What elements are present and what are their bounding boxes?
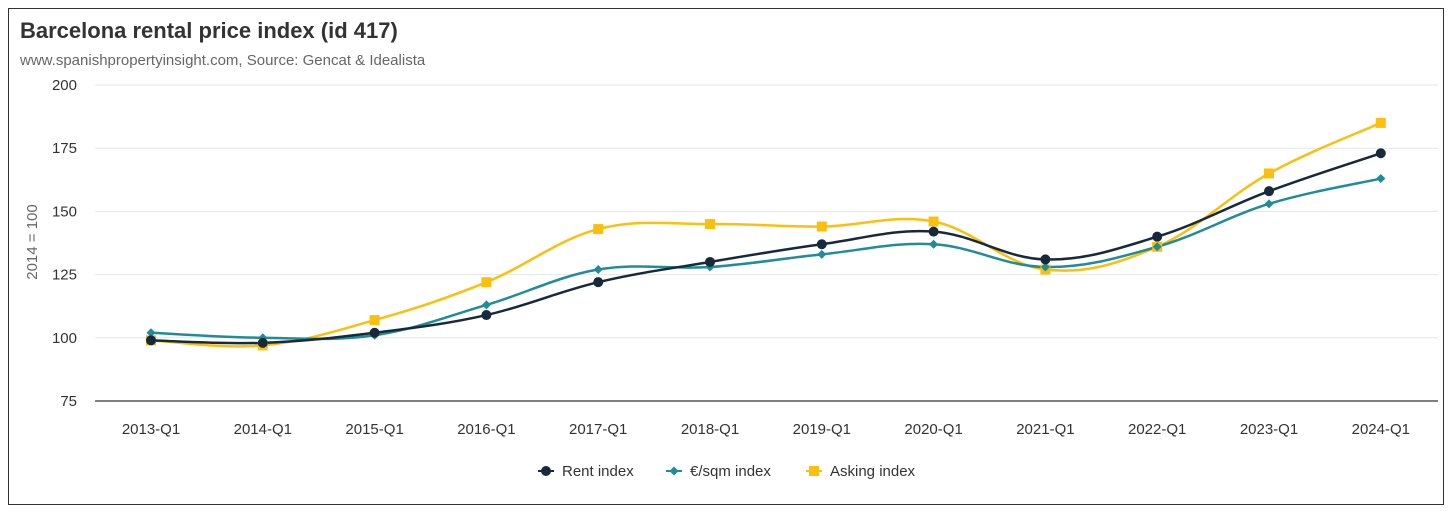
data-point	[593, 224, 604, 235]
data-point	[928, 216, 939, 227]
y-tick-label: 125	[52, 267, 77, 284]
chart-subtitle: www.spanishpropertyinsight.com, Source: …	[20, 52, 426, 69]
data-point	[705, 219, 715, 230]
series-line	[150, 177, 1382, 341]
legend: Rent index €/sqm index Asking index	[538, 463, 916, 480]
data-point	[705, 256, 715, 267]
x-tick-label: 2019-Q1	[793, 421, 851, 438]
legend-label[interactable]: Rent index	[562, 463, 634, 480]
legend-label[interactable]: €/sqm index	[690, 463, 771, 480]
data-point	[1040, 262, 1050, 272]
data-point	[1040, 254, 1051, 265]
y-tick-label: 100	[52, 330, 77, 347]
data-point	[257, 337, 268, 348]
data-point	[1264, 186, 1274, 197]
chart-frame	[8, 8, 1444, 505]
series-line	[150, 121, 1382, 348]
x-tick-label: 2015-Q1	[345, 421, 403, 438]
data-point	[481, 300, 491, 310]
y-tick-labels: 75 100 125 150 175 200	[52, 77, 77, 410]
x-tick-label: 2013-Q1	[122, 421, 180, 438]
legend-symbol	[541, 466, 551, 476]
data-point	[146, 328, 156, 338]
x-tick-label: 2021-Q1	[1016, 421, 1074, 438]
x-tick-label: 2014-Q1	[234, 421, 292, 438]
y-tick-label: 175	[52, 140, 77, 157]
x-tick-label: 2016-Q1	[457, 421, 515, 438]
data-point	[369, 315, 380, 326]
y-tick-label: 200	[52, 77, 77, 94]
legend-symbol	[669, 466, 679, 476]
y-tick-label: 75	[60, 393, 77, 410]
data-point	[1264, 199, 1274, 209]
x-tick-label: 2020-Q1	[904, 421, 962, 438]
data-point	[1375, 148, 1386, 159]
data-point	[817, 249, 827, 259]
data-point	[1264, 168, 1274, 179]
y-tick-label: 150	[52, 203, 77, 220]
legend-label[interactable]: Asking index	[830, 463, 916, 480]
data-point	[1376, 174, 1386, 184]
data-point	[481, 310, 492, 321]
data-point	[816, 221, 827, 232]
data-point	[481, 277, 492, 288]
x-tick-label: 2017-Q1	[569, 421, 627, 438]
data-point	[1375, 117, 1386, 128]
series-line	[150, 152, 1382, 345]
chart-title: Barcelona rental price index (id 417)	[20, 18, 398, 43]
series-lines	[150, 121, 1382, 348]
data-point	[1152, 242, 1162, 252]
legend-symbol	[809, 466, 819, 476]
grid-lines	[95, 84, 1438, 402]
data-point	[369, 327, 380, 338]
data-point	[1152, 231, 1163, 242]
x-tick-label: 2023-Q1	[1240, 421, 1298, 438]
data-point	[593, 277, 604, 288]
x-tick-label: 2022-Q1	[1128, 421, 1186, 438]
x-tick-labels: 2013-Q1 2014-Q1 2015-Q1 2016-Q1 2017-Q1 2018-…	[122, 421, 1410, 438]
data-point	[929, 239, 939, 249]
x-tick-label: 2024-Q1	[1352, 421, 1410, 438]
data-point	[816, 239, 827, 250]
x-tick-label: 2018-Q1	[681, 421, 739, 438]
series-markers	[146, 117, 1386, 351]
data-point	[928, 226, 939, 237]
data-point	[146, 335, 156, 346]
y-axis-label: 2014 = 100	[24, 204, 41, 280]
data-point	[593, 265, 603, 275]
